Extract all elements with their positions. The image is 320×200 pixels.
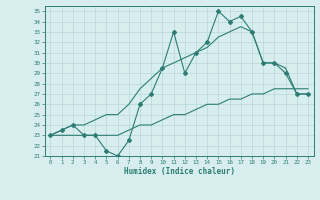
X-axis label: Humidex (Indice chaleur): Humidex (Indice chaleur)	[124, 167, 235, 176]
